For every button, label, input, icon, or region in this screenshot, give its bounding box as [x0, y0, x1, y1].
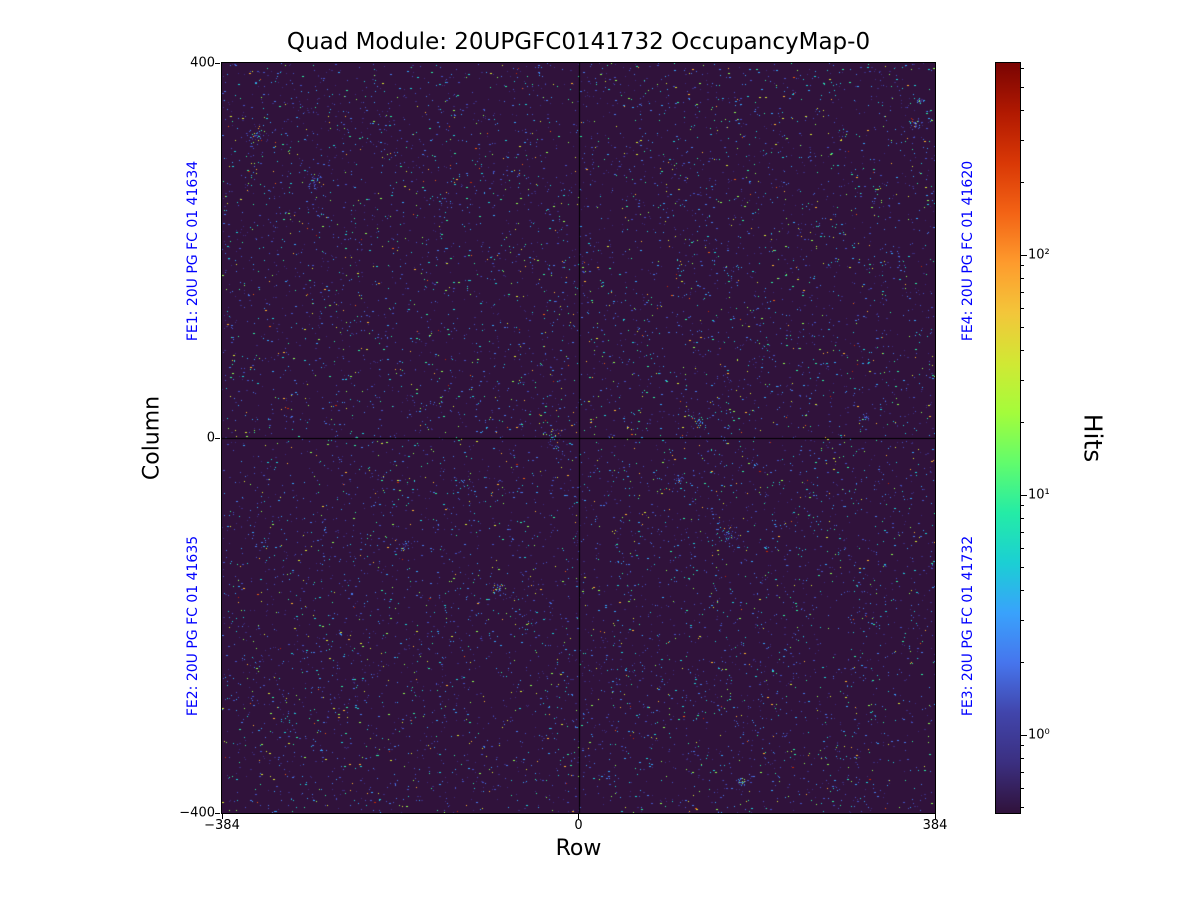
- x-tick-mark: [221, 814, 223, 819]
- fe-label-text: FE1: 20U PG FC 01 41634: [185, 160, 201, 341]
- colorbar-minor-tick: [1021, 566, 1024, 568]
- colorbar-minor-tick: [1021, 277, 1024, 279]
- colorbar-minor-tick: [1021, 139, 1024, 141]
- colorbar-tick-label: 10¹: [1028, 487, 1050, 503]
- colorbar-minor-tick: [1021, 662, 1024, 664]
- colorbar-major-tick: [1021, 494, 1027, 496]
- y-tick-label: 0: [206, 430, 215, 446]
- x-axis-label: Row: [555, 836, 602, 861]
- fe-label-text: FE2: 20U PG FC 01 41635: [185, 535, 201, 716]
- colorbar-minor-tick: [1021, 806, 1024, 808]
- colorbar-minor-tick: [1021, 590, 1024, 591]
- x-tick-label: 384: [922, 818, 948, 833]
- colorbar-minor-tick: [1021, 67, 1024, 69]
- colorbar-major-tick: [1021, 734, 1027, 736]
- colorbar-minor-tick: [1021, 350, 1024, 351]
- colorbar-tick-label: 10²: [1028, 247, 1050, 263]
- plot-area: [221, 62, 936, 814]
- occupancy-heatmap-canvas: [222, 63, 935, 813]
- colorbar-minor-tick: [1021, 547, 1024, 549]
- colorbar-minor-tick: [1021, 619, 1024, 621]
- y-tick-mark: [215, 437, 220, 439]
- colorbar-minor-tick: [1021, 110, 1024, 111]
- y-tick-mark: [215, 812, 220, 814]
- colorbar-minor-tick: [1021, 379, 1024, 381]
- colorbar-minor-tick: [1021, 505, 1024, 507]
- x-tick-mark: [578, 814, 579, 819]
- fe-label-text: FE3: 20U PG FC 01 41732: [960, 535, 976, 716]
- y-tick-mark: [215, 62, 220, 64]
- colorbar-minor-tick: [1021, 86, 1024, 88]
- y-tick-label: −400: [179, 805, 215, 821]
- colorbar-minor-tick: [1021, 787, 1024, 789]
- colorbar-tick-label: 10⁰: [1028, 727, 1050, 743]
- colorbar-label-text: Hits: [1078, 413, 1108, 463]
- y-tick-label: 400: [190, 55, 215, 71]
- colorbar-major-tick: [1021, 254, 1027, 256]
- chart-title: Quad Module: 20UPGFC0141732 OccupancyMap…: [286, 29, 871, 55]
- colorbar-minor-tick: [1021, 757, 1024, 759]
- colorbar-minor-tick: [1021, 422, 1024, 424]
- colorbar-minor-tick: [1021, 291, 1024, 293]
- colorbar-minor-tick: [1021, 182, 1024, 184]
- colorbar-gradient: [996, 63, 1020, 813]
- colorbar-minor-tick: [1021, 745, 1024, 747]
- x-tick-mark: [934, 814, 936, 819]
- colorbar-minor-tick: [1021, 531, 1024, 533]
- colorbar-minor-tick: [1021, 307, 1024, 309]
- fe-label-text: FE4: 20U PG FC 01 41620: [960, 160, 976, 341]
- colorbar-minor-tick: [1021, 517, 1024, 519]
- x-tick-label: −384: [204, 818, 240, 833]
- y-axis-label-text: Column: [139, 395, 165, 481]
- colorbar: [995, 62, 1021, 814]
- x-tick-label: 0: [574, 818, 583, 833]
- colorbar-minor-tick: [1021, 771, 1024, 773]
- colorbar-minor-tick: [1021, 265, 1024, 267]
- colorbar-minor-tick: [1021, 326, 1024, 328]
